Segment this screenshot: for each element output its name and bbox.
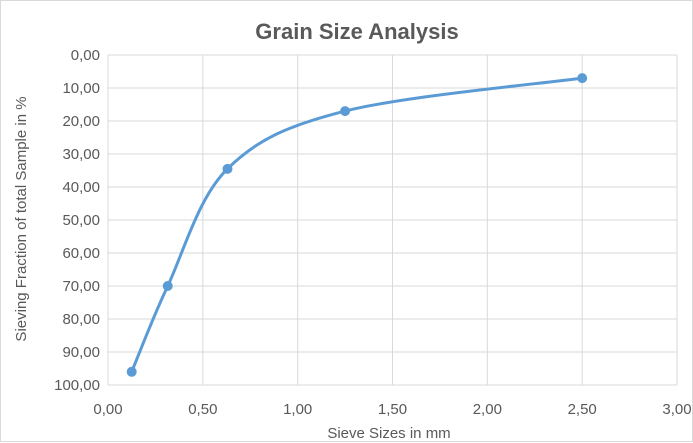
x-axis-title: Sieve Sizes in mm [327,425,450,442]
data-point [126,366,137,377]
x-tick-label: 0,50 [188,401,217,418]
y-tick-label: 60,00 [62,245,100,262]
y-tick-label: 50,00 [62,212,100,229]
y-tick-label: 90,00 [62,344,100,361]
y-tick-label: 10,00 [62,80,100,97]
series-line [130,76,584,374]
y-tick-label: 100,00 [54,377,100,394]
x-tick-label: 2,50 [568,401,597,418]
y-tick-label: 20,00 [62,113,100,130]
data-point [222,163,233,174]
x-axis-ticks: 0,00 0,50 1,00 1,50 2,00 2,50 3,00 [93,401,691,418]
data-point [577,73,588,84]
y-axis-title: Sieving Fraction of total Sample in % [13,96,30,341]
chart-title: Grain Size Analysis [255,19,458,44]
x-tick-label: 1,50 [378,401,407,418]
x-tick-label: 1,00 [283,401,312,418]
series-layer [126,73,588,377]
y-tick-label: 70,00 [62,278,100,295]
data-point [162,281,173,291]
gridlines [107,54,678,386]
y-tick-label: 30,00 [62,146,100,163]
y-tick-label: 40,00 [62,179,100,196]
y-tick-label: 80,00 [62,311,100,328]
data-point [340,106,351,117]
x-tick-label: 2,00 [473,401,502,418]
y-axis-ticks: 0,00 10,00 20,00 30,00 40,00 50,00 60,00 70,00 8… [54,47,100,394]
x-tick-label: 3,00 [662,401,691,418]
y-tick-label: 0,00 [71,47,100,64]
x-tick-label: 0,00 [93,401,122,418]
